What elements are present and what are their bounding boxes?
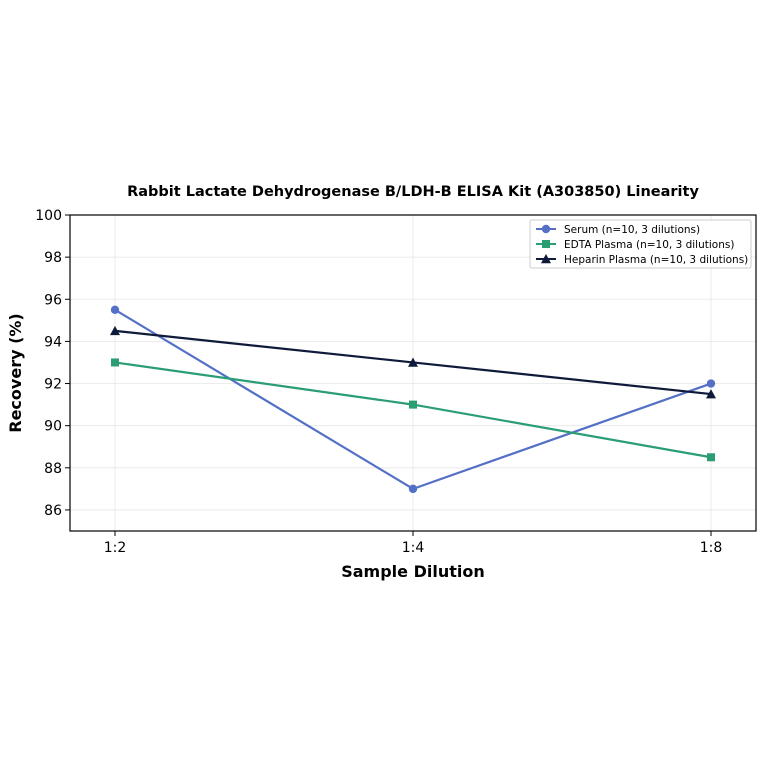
legend-label: Serum (n=10, 3 dilutions) bbox=[564, 224, 700, 236]
y-tick-label: 92 bbox=[44, 377, 62, 393]
data-point bbox=[408, 484, 418, 494]
legend-box bbox=[529, 219, 752, 269]
y-tick-label: 88 bbox=[44, 461, 62, 477]
legend: Serum (n=10, 3 dilutions) EDTA Plasma (n=… bbox=[529, 219, 752, 269]
legend-swatch-marker bbox=[541, 254, 551, 264]
x-tick-label: 1:4 bbox=[402, 540, 425, 556]
series-3 bbox=[110, 325, 716, 399]
data-point bbox=[707, 453, 715, 462]
y-axis-label: Recovery (%) bbox=[6, 313, 25, 432]
legend-label: EDTA Plasma (n=10, 3 dilutions) bbox=[564, 239, 734, 251]
data-point bbox=[408, 357, 418, 367]
series-1 bbox=[110, 305, 716, 494]
y-tick-label: 100 bbox=[35, 208, 62, 224]
series-layer bbox=[110, 305, 716, 494]
legend-swatch-marker bbox=[541, 224, 551, 234]
y-tick-label: 96 bbox=[44, 292, 62, 308]
legend-swatch-marker bbox=[542, 240, 550, 248]
series-2 bbox=[111, 358, 715, 462]
legend-item: EDTA Plasma (n=10, 3 dilutions) bbox=[536, 239, 734, 251]
data-point bbox=[110, 325, 120, 336]
data-point bbox=[706, 389, 716, 399]
y-tick-label: 98 bbox=[44, 250, 62, 266]
x-tick-label: 1:2 bbox=[104, 540, 127, 556]
data-point bbox=[110, 305, 120, 314]
x-axis-label: Sample Dilution bbox=[341, 562, 485, 581]
axes: 86 88 90 92 94 96 98 100 1:2 1:4 1:8 bbox=[35, 208, 722, 556]
y-tick-label: 90 bbox=[44, 419, 62, 435]
chart-title: Rabbit Lactate Dehydrogenase B/LDH-B ELI… bbox=[127, 184, 699, 200]
y-tick-label: 86 bbox=[44, 503, 62, 519]
legend-item: Heparin Plasma (n=10, 3 dilutions) bbox=[536, 254, 748, 266]
data-point bbox=[111, 358, 119, 367]
x-tick-label: 1:8 bbox=[700, 540, 723, 556]
y-tick-label: 94 bbox=[44, 334, 62, 350]
data-point bbox=[409, 400, 417, 409]
legend-item: Serum (n=10, 3 dilutions) bbox=[536, 224, 700, 236]
data-point bbox=[706, 379, 716, 388]
legend-label: Heparin Plasma (n=10, 3 dilutions) bbox=[564, 254, 748, 266]
